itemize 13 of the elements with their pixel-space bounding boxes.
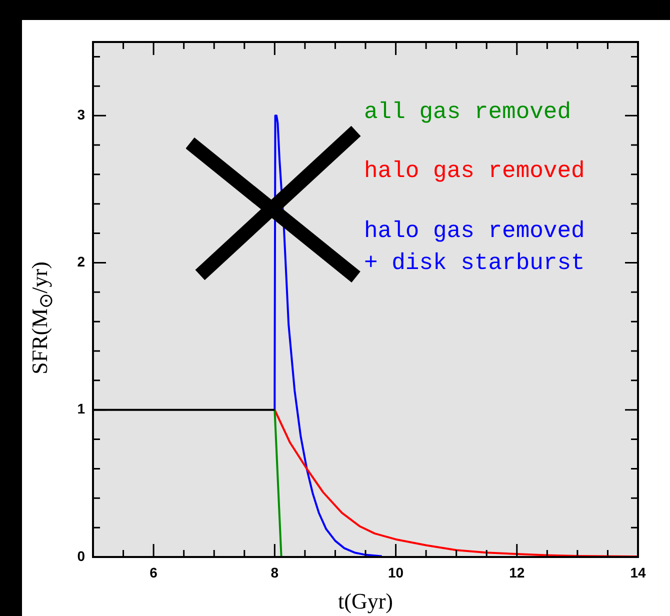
text: halo gas removed [364, 158, 585, 184]
y-tick-label: 0 [77, 548, 86, 564]
x-axis-title: t(Gyr) [338, 588, 393, 614]
y-tick-label: 1 [77, 400, 86, 417]
x-tick-label: 8 [270, 564, 279, 580]
y-tick-label: 2 [77, 254, 86, 270]
x-tick-label: 10 [388, 564, 404, 580]
y-tick-label: 3 [77, 106, 86, 122]
text: all gas removed [364, 99, 572, 126]
x-tick-label: 14 [630, 564, 646, 580]
x-tick-label: 6 [150, 564, 158, 580]
x-tick-label: 12 [509, 564, 525, 580]
text: halo gas removed + disk starburst [364, 218, 585, 276]
